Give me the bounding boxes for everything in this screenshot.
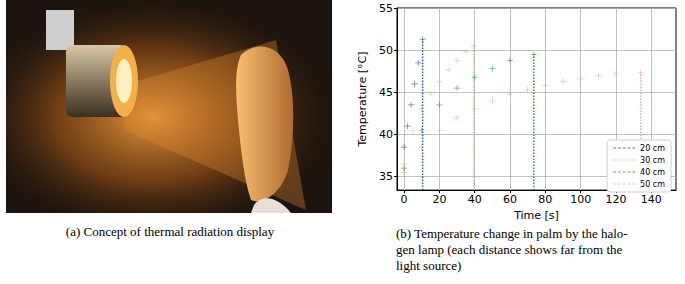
svg-text:50: 50 <box>379 44 393 57</box>
html-text:light source): light source) <box>396 258 462 273</box>
html-text:gen lamp (each distance shows: gen lamp (each distance shows far from t… <box>396 242 623 257</box>
svg-text:40: 40 <box>468 193 482 206</box>
svg-text:45: 45 <box>379 86 393 99</box>
svg-text:40 cm: 40 cm <box>640 168 665 177</box>
svg-text:Time [s]: Time [s] <box>513 209 559 222</box>
svg-text:Temperature [°C]: Temperature [°C] <box>356 52 369 148</box>
svg-text:50 cm: 50 cm <box>640 180 665 189</box>
svg-text:30 cm: 30 cm <box>640 156 665 165</box>
svg-text:55: 55 <box>379 2 393 15</box>
svg-text:120: 120 <box>605 193 626 206</box>
svg-text:80: 80 <box>538 193 552 206</box>
html-text:(b) Temperature change in palm: (b) Temperature change in palm by the ha… <box>396 226 628 241</box>
svg-text:0: 0 <box>401 193 408 206</box>
svg-text:140: 140 <box>641 193 662 206</box>
svg-text:20: 20 <box>432 193 446 206</box>
svg-text:20 cm: 20 cm <box>640 144 665 153</box>
svg-text:60: 60 <box>503 193 517 206</box>
svg-text:35: 35 <box>379 170 393 183</box>
html-text:(a) Concept of thermal radiati: (a) Concept of thermal radiation display <box>65 224 275 239</box>
svg-text:40: 40 <box>379 128 393 141</box>
svg-text:100: 100 <box>570 193 591 206</box>
